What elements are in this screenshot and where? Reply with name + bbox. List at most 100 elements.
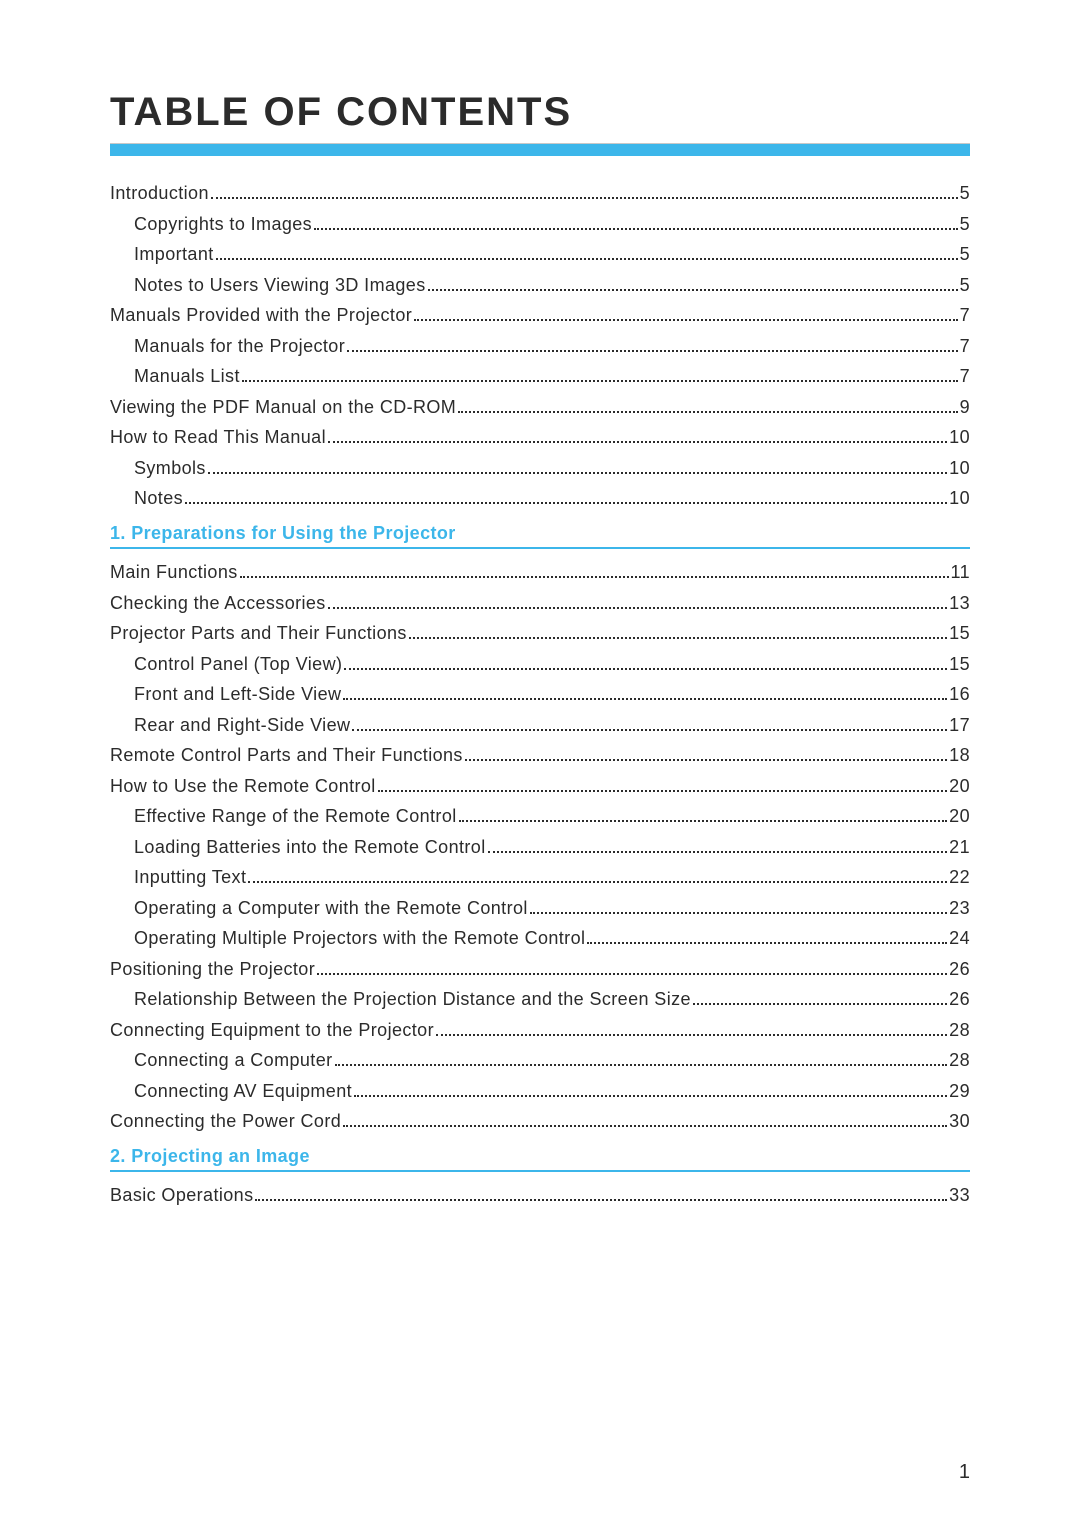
- toc-entry[interactable]: Viewing the PDF Manual on the CD-ROM9: [110, 398, 970, 416]
- toc-entry-page: 7: [960, 306, 970, 324]
- toc-entry[interactable]: Projector Parts and Their Functions15: [110, 624, 970, 642]
- toc-entry[interactable]: Copyrights to Images5: [110, 215, 970, 233]
- toc-leader-dots: [587, 942, 947, 944]
- toc-entry-page: 7: [960, 337, 970, 355]
- toc-entry-page: 5: [960, 184, 970, 202]
- toc-entry-page: 33: [949, 1186, 970, 1204]
- toc-entry-label: Inputting Text: [134, 868, 246, 886]
- toc-entry-label: Manuals for the Projector: [134, 337, 345, 355]
- toc-entry-page: 18: [949, 746, 970, 764]
- toc-entry[interactable]: Main Functions11: [110, 563, 970, 581]
- table-of-contents: Introduction5Copyrights to Images5Import…: [110, 184, 970, 1204]
- toc-leader-dots: [255, 1199, 947, 1201]
- toc-leader-dots: [352, 729, 947, 731]
- toc-leader-dots: [459, 820, 948, 822]
- toc-entry-page: 21: [949, 838, 970, 856]
- toc-entry[interactable]: Manuals for the Projector 7: [110, 337, 970, 355]
- toc-leader-dots: [414, 319, 957, 321]
- toc-entry-page: 10: [949, 459, 970, 477]
- toc-entry-label: Rear and Right-Side View: [134, 716, 350, 734]
- toc-entry[interactable]: Rear and Right-Side View 17: [110, 716, 970, 734]
- toc-entry[interactable]: Notes to Users Viewing 3D Images 5: [110, 276, 970, 294]
- toc-leader-dots: [488, 851, 948, 853]
- toc-entry[interactable]: Relationship Between the Projection Dist…: [110, 990, 970, 1008]
- toc-entry-page: 5: [960, 215, 970, 233]
- toc-entry-label: Connecting the Power Cord: [110, 1112, 341, 1130]
- toc-leader-dots: [436, 1034, 947, 1036]
- toc-entry-label: Manuals Provided with the Projector: [110, 306, 412, 324]
- toc-entry-page: 20: [949, 807, 970, 825]
- toc-entry[interactable]: Connecting Equipment to the Projector28: [110, 1021, 970, 1039]
- toc-entry-label: How to Read This Manual: [110, 428, 326, 446]
- page-number: 1: [959, 1461, 970, 1484]
- toc-entry[interactable]: Symbols10: [110, 459, 970, 477]
- toc-entry-label: Effective Range of the Remote Control: [134, 807, 457, 825]
- toc-entry-page: 28: [949, 1021, 970, 1039]
- toc-entry[interactable]: Manuals Provided with the Projector 7: [110, 306, 970, 324]
- toc-entry[interactable]: Connecting a Computer 28: [110, 1051, 970, 1069]
- toc-leader-dots: [693, 1003, 947, 1005]
- toc-entry-label: Positioning the Projector: [110, 960, 315, 978]
- toc-leader-dots: [248, 881, 947, 883]
- toc-entry-label: Basic Operations: [110, 1186, 253, 1204]
- toc-entry-label: How to Use the Remote Control: [110, 777, 376, 795]
- toc-entry-label: Loading Batteries into the Remote Contro…: [134, 838, 486, 856]
- toc-entry-page: 5: [960, 245, 970, 263]
- toc-entry-page: 24: [949, 929, 970, 947]
- toc-entry-page: 9: [960, 398, 970, 416]
- toc-entry[interactable]: Connecting AV Equipment29: [110, 1082, 970, 1100]
- toc-entry[interactable]: Front and Left-Side View 16: [110, 685, 970, 703]
- toc-entry-page: 17: [949, 716, 970, 734]
- toc-entry-page: 15: [949, 624, 970, 642]
- toc-leader-dots: [328, 441, 947, 443]
- toc-entry[interactable]: Remote Control Parts and Their Functions…: [110, 746, 970, 764]
- toc-entry[interactable]: Connecting the Power Cord 30: [110, 1112, 970, 1130]
- toc-entry-page: 26: [949, 990, 970, 1008]
- toc-entry-page: 10: [949, 428, 970, 446]
- toc-entry[interactable]: Effective Range of the Remote Control 20: [110, 807, 970, 825]
- toc-leader-dots: [465, 759, 947, 761]
- toc-leader-dots: [428, 289, 958, 291]
- toc-entry-page: 13: [949, 594, 970, 612]
- toc-entry-label: Checking the Accessories: [110, 594, 326, 612]
- toc-leader-dots: [211, 197, 958, 199]
- toc-entry[interactable]: Notes10: [110, 489, 970, 507]
- toc-entry-label: Operating Multiple Projectors with the R…: [134, 929, 585, 947]
- toc-entry-label: Front and Left-Side View: [134, 685, 341, 703]
- toc-entry-page: 15: [949, 655, 970, 673]
- toc-entry-label: Notes: [134, 489, 183, 507]
- toc-entry[interactable]: Introduction 5: [110, 184, 970, 202]
- toc-entry[interactable]: How to Read This Manual 10: [110, 428, 970, 446]
- toc-leader-dots: [328, 607, 947, 609]
- toc-entry[interactable]: Checking the Accessories 13: [110, 594, 970, 612]
- toc-entry-page: 30: [949, 1112, 970, 1130]
- toc-entry[interactable]: Manuals List7: [110, 367, 970, 385]
- toc-entry-page: 11: [951, 563, 971, 581]
- toc-leader-dots: [216, 258, 958, 260]
- toc-entry-page: 20: [949, 777, 970, 795]
- toc-section-heading: 1. Preparations for Using the Projector: [110, 523, 970, 549]
- toc-entry-label: Introduction: [110, 184, 209, 202]
- toc-entry[interactable]: Inputting Text22: [110, 868, 970, 886]
- toc-entry[interactable]: Operating Multiple Projectors with the R…: [110, 929, 970, 947]
- toc-entry-page: 28: [949, 1051, 970, 1069]
- toc-entry[interactable]: Basic Operations 33: [110, 1186, 970, 1204]
- toc-entry-label: Remote Control Parts and Their Functions: [110, 746, 463, 764]
- toc-entry-page: 16: [949, 685, 970, 703]
- toc-leader-dots: [343, 698, 947, 700]
- toc-entry[interactable]: Positioning the Projector26: [110, 960, 970, 978]
- toc-entry-page: 5: [960, 276, 970, 294]
- toc-entry-label: Manuals List: [134, 367, 240, 385]
- toc-entry-label: Connecting a Computer: [134, 1051, 333, 1069]
- toc-leader-dots: [344, 668, 947, 670]
- toc-entry[interactable]: Important5: [110, 245, 970, 263]
- toc-entry[interactable]: Loading Batteries into the Remote Contro…: [110, 838, 970, 856]
- toc-entry[interactable]: Control Panel (Top View)15: [110, 655, 970, 673]
- toc-entry-label: Connecting AV Equipment: [134, 1082, 352, 1100]
- toc-leader-dots: [409, 637, 947, 639]
- toc-leader-dots: [530, 912, 947, 914]
- toc-entry[interactable]: How to Use the Remote Control 20: [110, 777, 970, 795]
- toc-entry-label: Notes to Users Viewing 3D Images: [134, 276, 426, 294]
- toc-leader-dots: [185, 502, 947, 504]
- toc-entry[interactable]: Operating a Computer with the Remote Con…: [110, 899, 970, 917]
